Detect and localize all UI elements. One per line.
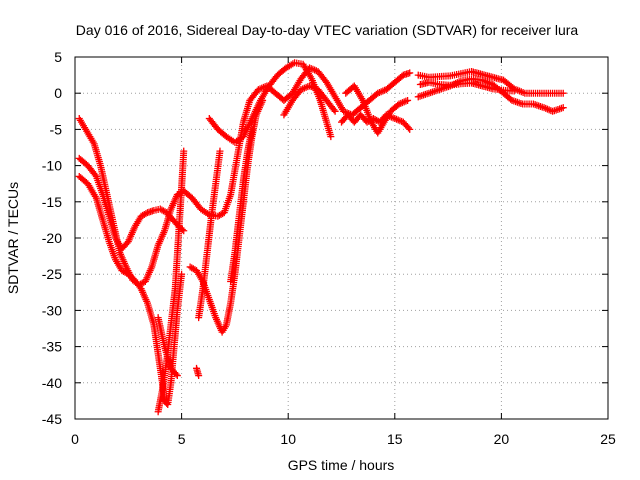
data-point xyxy=(248,125,256,133)
y-axis-label: SDTVAR / TECUs xyxy=(5,182,21,294)
data-point xyxy=(91,171,99,179)
data-point xyxy=(327,133,335,141)
data-point xyxy=(173,372,181,380)
y-tick-label: -40 xyxy=(42,375,62,391)
data-point xyxy=(216,147,224,155)
series-track-16 xyxy=(416,78,518,95)
y-tick-label: -25 xyxy=(42,266,62,282)
y-tick-label: -30 xyxy=(42,302,62,318)
x-tick-label: 25 xyxy=(600,431,616,447)
data-point xyxy=(510,87,518,95)
y-tick-label: 5 xyxy=(54,49,62,65)
series-track-6 xyxy=(193,364,203,380)
x-tick-label: 10 xyxy=(280,431,296,447)
x-tick-label: 15 xyxy=(387,431,403,447)
axis-ticks: 0 5 10 15 20 25 5 0 -5 -10 -15 -20 -25 -30 -35 -40 -45 xyxy=(42,49,616,447)
series-track-4 xyxy=(154,147,188,416)
y-tick-label: 0 xyxy=(54,85,62,101)
series-track-13 xyxy=(342,82,412,137)
data-point xyxy=(330,106,338,114)
series-track-10 xyxy=(227,125,256,285)
series-track-2 xyxy=(75,154,188,253)
y-tick-label: -5 xyxy=(50,121,63,137)
x-tick-label: 20 xyxy=(494,431,510,447)
data-point xyxy=(142,210,150,218)
chart-title: Day 016 of 2016, Sidereal Day-to-day VTE… xyxy=(76,22,579,38)
series-track-14 xyxy=(414,67,567,97)
data-point xyxy=(180,147,188,155)
data-point xyxy=(406,125,414,133)
x-tick-label: 0 xyxy=(71,431,79,447)
data-point xyxy=(195,372,203,380)
series-track-5 xyxy=(154,314,181,380)
data-point xyxy=(172,370,180,378)
x-axis-label: GPS time / hours xyxy=(288,457,395,473)
data-point xyxy=(331,107,339,115)
data-point xyxy=(406,69,414,77)
data-point xyxy=(559,89,567,97)
y-tick-label: -20 xyxy=(42,230,62,246)
data-point xyxy=(404,124,412,132)
data-point xyxy=(404,96,412,104)
y-tick-label: -15 xyxy=(42,194,62,210)
data-point xyxy=(180,227,188,235)
series-track-11 xyxy=(280,82,339,119)
series-track-8 xyxy=(195,147,224,322)
data-point xyxy=(559,104,567,112)
series-track-3 xyxy=(75,172,186,409)
y-tick-label: -35 xyxy=(42,339,62,355)
data-markers xyxy=(75,59,567,416)
y-tick-label: -10 xyxy=(42,158,62,174)
y-tick-label: -45 xyxy=(42,411,62,427)
x-tick-label: 5 xyxy=(178,431,186,447)
